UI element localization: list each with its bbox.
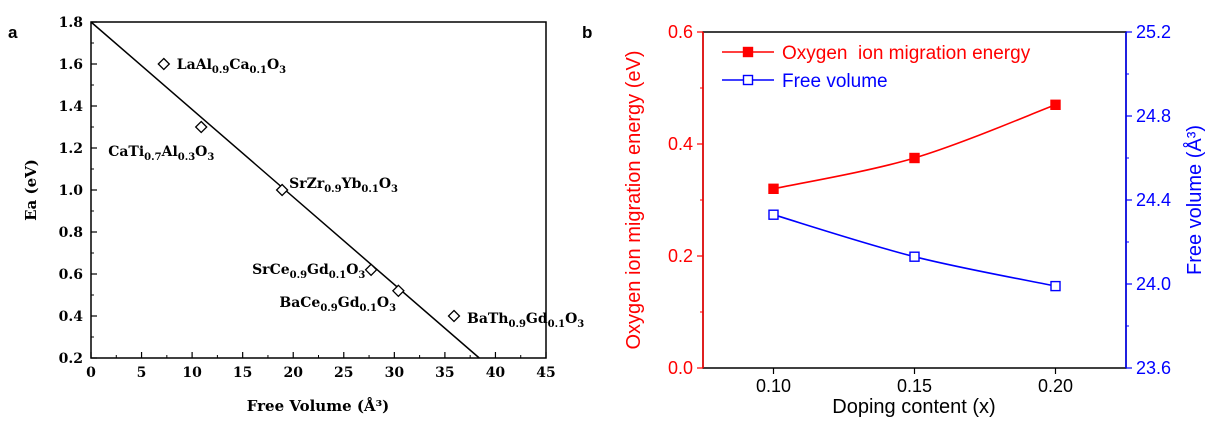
panel-b-x-tick-label: 0.10 (756, 376, 791, 396)
panel-b-series (768, 99, 1061, 292)
panel-a-x-tick-label: 10 (182, 365, 202, 381)
panel-a-y-tick-label: 1.6 (59, 57, 83, 73)
panel-b-migration-energy-point (909, 152, 920, 164)
panel-a-point-label: BaCe0.9Gd0.1O3 (279, 295, 396, 314)
panel-b-x-axis-title: Doping content (x) (832, 396, 995, 418)
panel-a-x-tick-label: 20 (283, 365, 303, 381)
panel-a-data-point (364, 263, 378, 277)
panel-a-x-tick-label: 45 (536, 365, 555, 381)
panel-a-points (157, 57, 461, 323)
panel-b-left-tick-label: 0.6 (668, 22, 693, 42)
panel-b-free-volume-point (768, 209, 779, 220)
panel-a-label: a (8, 23, 18, 42)
panel-a-y-tick-label: 0.4 (59, 309, 84, 325)
panel-b-left-tick-label: 0.0 (668, 358, 693, 378)
panel-a-point-label: BaTh0.9Gd0.1O3 (467, 311, 584, 330)
panel-b-migration-energy-line (773, 104, 1056, 190)
panel-b-free-volume-line (773, 213, 1056, 287)
panel-a-data-point (157, 57, 171, 71)
panel-a-y-tick-label: 1.4 (59, 99, 84, 115)
panel-a-point-label: CaTi0.7Al0.3O3 (108, 144, 214, 163)
panel-b-right-tick-label: 24.0 (1136, 274, 1171, 294)
panel-a-x-axis-title: Free Volume (Å³) (247, 397, 390, 415)
panel-a-x-tick-label: 25 (334, 365, 353, 381)
panel-a-data-point (275, 183, 289, 197)
panel-a-scatter-chart: a 0 5 10 15 20 25 30 35 40 45 0.2 0.4 0.6 0.8 1.0 1.2 1.… (8, 15, 584, 415)
panel-b-legend-label: Oxygen ion migration energy (782, 43, 1031, 64)
panel-a-point-labels: LaAl0.9Ca0.1O3 CaTi0.7Al0.3O3 SrZr0.9Yb0.1… (108, 57, 584, 330)
panel-a-data-point (447, 309, 461, 323)
panel-b-left-tick-label: 0.2 (668, 246, 693, 266)
panel-b-legend-marker (742, 46, 754, 58)
panel-b-right-axis-title: Free volume (Å³) (1183, 125, 1206, 275)
panel-b-label: b (582, 23, 592, 42)
panel-a-y-tick-label: 1.2 (59, 141, 83, 157)
panel-b-x-tick-label: 0.15 (897, 376, 932, 396)
panel-a-x-tick-label: 15 (233, 365, 252, 381)
panel-b-legend-label: Free volume (782, 71, 888, 92)
panel-a-ticks: 0 5 10 15 20 25 30 35 40 45 0.2 0.4 0.6 0.8 1.0 1.2 1.4 1… (59, 15, 556, 381)
panel-b-migration-energy-point (768, 183, 779, 195)
panel-a-point-label: SrCe0.9Gd0.1O3 (252, 262, 365, 281)
panel-a-y-tick-label: 0.2 (59, 351, 83, 367)
panel-a-x-tick-label: 40 (486, 365, 506, 381)
panel-b-free-volume-point (909, 251, 920, 262)
panel-a-x-tick-label: 35 (435, 365, 454, 381)
panel-a-data-point (391, 284, 405, 298)
panel-b-left-axis-title: Oxygen ion migration energy (eV) (623, 50, 645, 349)
panel-b-left-tick-label: 0.4 (668, 134, 693, 154)
panel-b-right-tick-label: 24.8 (1136, 106, 1171, 126)
panel-a-y-tick-label: 1.0 (59, 183, 84, 199)
panel-b-x-tick-label: 0.20 (1038, 376, 1073, 396)
panel-a-y-tick-label: 1.8 (59, 15, 83, 31)
panel-b-line-chart: b 0.10 0.15 0.20 0.0 0.2 0.4 0.6 23.6 24.0 24.4 24… (582, 22, 1206, 418)
panel-b-free-volume-point (1050, 280, 1061, 292)
panel-a-y-tick-label: 0.8 (59, 225, 83, 241)
panel-b-legend-marker (742, 74, 754, 86)
panel-b-plot-frame (702, 31, 1127, 369)
panel-b-right-tick-label: 23.6 (1136, 358, 1171, 378)
panel-a-y-axis-title: Ea (eV) (22, 159, 40, 221)
panel-a-y-tick-label: 0.6 (59, 267, 83, 283)
panel-a-x-tick-label: 5 (137, 365, 147, 381)
panel-a-point-label: LaAl0.9Ca0.1O3 (177, 57, 286, 76)
panel-a-point-label: SrZr0.9Yb0.1O3 (289, 176, 398, 195)
panel-a-x-tick-label: 0 (86, 365, 96, 381)
panel-a-data-point (194, 120, 208, 134)
panel-b-right-tick-label: 25.2 (1136, 22, 1171, 42)
panel-b-legend: Oxygen ion migration energy Free volume (722, 43, 1031, 92)
panel-a-x-tick-label: 30 (385, 365, 405, 381)
panel-b-migration-energy-point (1050, 99, 1061, 111)
panel-b-right-tick-label: 24.4 (1136, 190, 1171, 210)
panel-b-ticks: 0.10 0.15 0.20 0.0 0.2 0.4 0.6 23.6 24.0 24.4 24.8… (668, 22, 1171, 396)
